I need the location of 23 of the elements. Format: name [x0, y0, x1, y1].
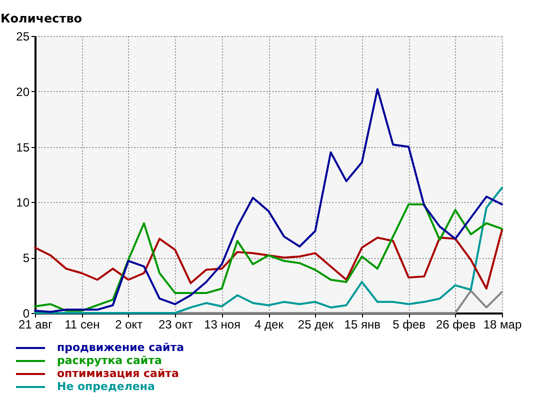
legend-label: Не определена	[57, 380, 155, 393]
legend-label: раскрутка сайта	[57, 354, 162, 367]
y-tick-label: 10	[16, 196, 30, 210]
x-tick-label: 5 фев	[392, 318, 426, 332]
y-tick-label: 15	[16, 140, 30, 154]
x-tick-label: 25 дек	[298, 318, 334, 332]
y-axis-title: Количество	[0, 12, 82, 26]
y-tick-label: 20	[16, 84, 30, 99]
x-tick-label: 13 ноя	[204, 318, 241, 332]
y-tick-label: 0	[22, 306, 30, 320]
y-tick-label: 25	[16, 30, 30, 44]
x-tick-label: 23 окт	[158, 318, 194, 332]
x-tick-label: 2 окт	[115, 318, 144, 332]
line-series	[34, 228, 503, 290]
legend-label: продвижение сайта	[57, 341, 184, 354]
x-tick-label: 11 сен	[64, 318, 100, 332]
x-tick-label: 18 мар	[483, 318, 522, 332]
x-tick-label: 15 янв	[344, 318, 380, 332]
legend-label: оптимизация сайта	[57, 367, 179, 380]
x-tick-label: 4 дек	[254, 318, 284, 332]
x-tick-label: 26 фев	[436, 318, 476, 332]
x-tick-label: 21 авг	[18, 318, 54, 332]
y-tick-label: 5	[22, 251, 30, 266]
